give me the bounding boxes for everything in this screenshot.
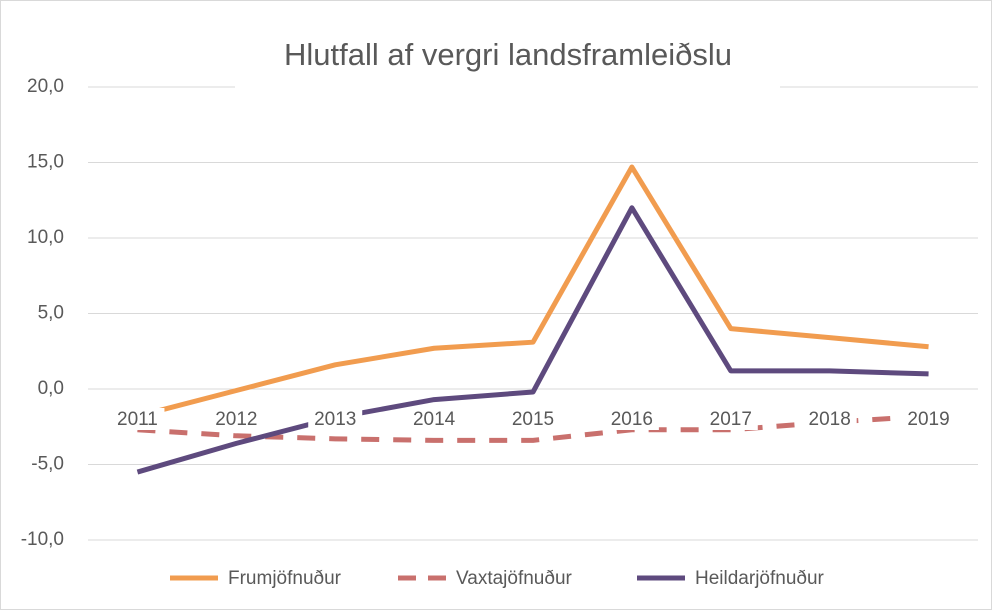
series-line: [136, 164, 929, 419]
x-label-background: [209, 408, 264, 430]
x-label-background: [604, 408, 659, 430]
y-tick-label: 20,0: [27, 76, 64, 97]
x-label-background: [110, 408, 165, 430]
y-tick-label: 0,0: [38, 378, 64, 399]
x-tick-label: 2014: [413, 409, 456, 430]
chart-title: Hlutfall af vergri landsframleiðslu: [284, 37, 732, 72]
y-tick-label: 10,0: [27, 227, 64, 248]
legend-label: Vaxtajöfnuður: [456, 568, 573, 589]
x-tick-label: 2018: [809, 409, 851, 430]
legend-label: Heildarjöfnuður: [695, 568, 825, 589]
title-background: [235, 30, 780, 90]
x-tick-label: 2012: [215, 409, 257, 430]
x-tick-label: 2017: [710, 409, 752, 430]
y-tick-label: -5,0: [31, 454, 64, 475]
x-label-background: [308, 408, 363, 430]
x-tick-label: 2016: [611, 409, 653, 430]
x-label-background: [703, 408, 758, 430]
series-line: [136, 205, 929, 475]
y-tick-label: 15,0: [27, 152, 64, 173]
y-tick-label: 5,0: [38, 303, 64, 324]
x-label-background: [901, 408, 956, 430]
x-label-background: [407, 408, 462, 430]
x-tick-label: 2011: [117, 409, 158, 430]
y-tick-label: -10,0: [21, 529, 64, 550]
x-label-background: [802, 408, 857, 430]
x-label-background: [506, 408, 560, 430]
x-tick-label: 2013: [314, 409, 356, 430]
x-tick-label: 2019: [907, 409, 949, 430]
legend-label: Frumjöfnuður: [228, 568, 342, 589]
x-tick-label: 2015: [512, 409, 554, 430]
